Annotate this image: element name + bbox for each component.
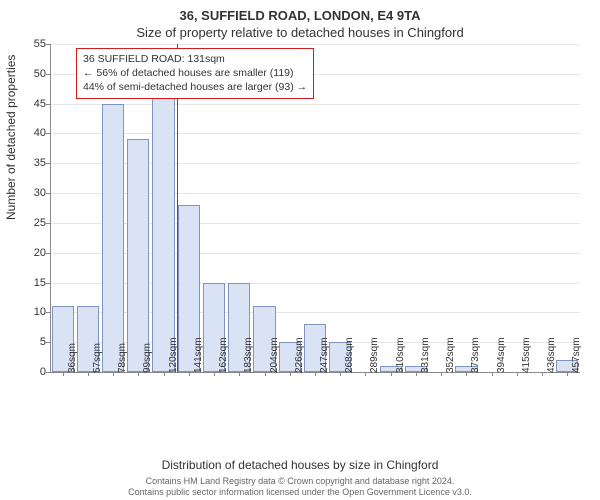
gridline: [50, 133, 580, 134]
xtick-label: 457sqm: [571, 337, 582, 373]
ytick-label: 45: [22, 98, 46, 110]
ytick-label: 35: [22, 157, 46, 169]
xtick-mark: [492, 372, 493, 376]
xtick-mark: [63, 372, 64, 376]
footer-line-2: Contains public sector information licen…: [0, 487, 600, 498]
xtick-mark: [315, 372, 316, 376]
annotation-line: ← 56% of detached houses are smaller (11…: [83, 66, 307, 80]
plot-area: 051015202530354045505536sqm57sqm78sqm99s…: [50, 44, 580, 412]
annotation-line: 36 SUFFIELD ROAD: 131sqm: [83, 52, 307, 66]
xtick-mark: [138, 372, 139, 376]
xtick-mark: [441, 372, 442, 376]
xtick-mark: [214, 372, 215, 376]
xtick-mark: [391, 372, 392, 376]
footer-attribution: Contains HM Land Registry data © Crown c…: [0, 476, 600, 499]
xtick-label: 373sqm: [470, 337, 481, 373]
xtick-label: 331sqm: [420, 337, 431, 373]
ytick-label: 0: [22, 366, 46, 378]
ytick-label: 15: [22, 277, 46, 289]
ytick-label: 50: [22, 68, 46, 80]
xtick-mark: [290, 372, 291, 376]
xtick-mark: [164, 372, 165, 376]
ytick-label: 25: [22, 217, 46, 229]
xtick-mark: [113, 372, 114, 376]
annotation-box: 36 SUFFIELD ROAD: 131sqm← 56% of detache…: [76, 48, 314, 99]
page-title: 36, SUFFIELD ROAD, LONDON, E4 9TA: [0, 0, 600, 23]
xtick-mark: [517, 372, 518, 376]
bar: [152, 74, 174, 372]
bar: [127, 139, 149, 372]
xtick-label: 415sqm: [521, 337, 532, 373]
xtick-mark: [416, 372, 417, 376]
xtick-label: 268sqm: [344, 337, 355, 373]
xtick-mark: [567, 372, 568, 376]
xtick-label: 394sqm: [496, 337, 507, 373]
gridline: [50, 104, 580, 105]
ytick-label: 40: [22, 127, 46, 139]
bar: [102, 104, 124, 372]
ytick-label: 10: [22, 306, 46, 318]
page-subtitle: Size of property relative to detached ho…: [0, 23, 600, 40]
ytick-label: 55: [22, 38, 46, 50]
xtick-mark: [239, 372, 240, 376]
xtick-mark: [265, 372, 266, 376]
chart-container: 36, SUFFIELD ROAD, LONDON, E4 9TA Size o…: [0, 0, 600, 500]
ytick-label: 20: [22, 247, 46, 259]
ytick-label: 30: [22, 187, 46, 199]
footer-line-1: Contains HM Land Registry data © Crown c…: [0, 476, 600, 487]
gridline: [50, 44, 580, 45]
xtick-mark: [340, 372, 341, 376]
y-axis-label: Number of detached properties: [4, 55, 18, 220]
xtick-mark: [542, 372, 543, 376]
ytick-label: 5: [22, 336, 46, 348]
xtick-mark: [88, 372, 89, 376]
x-axis-label: Distribution of detached houses by size …: [0, 458, 600, 472]
xtick-mark: [466, 372, 467, 376]
xtick-mark: [189, 372, 190, 376]
annotation-line: 44% of semi-detached houses are larger (…: [83, 80, 307, 94]
xtick-mark: [365, 372, 366, 376]
